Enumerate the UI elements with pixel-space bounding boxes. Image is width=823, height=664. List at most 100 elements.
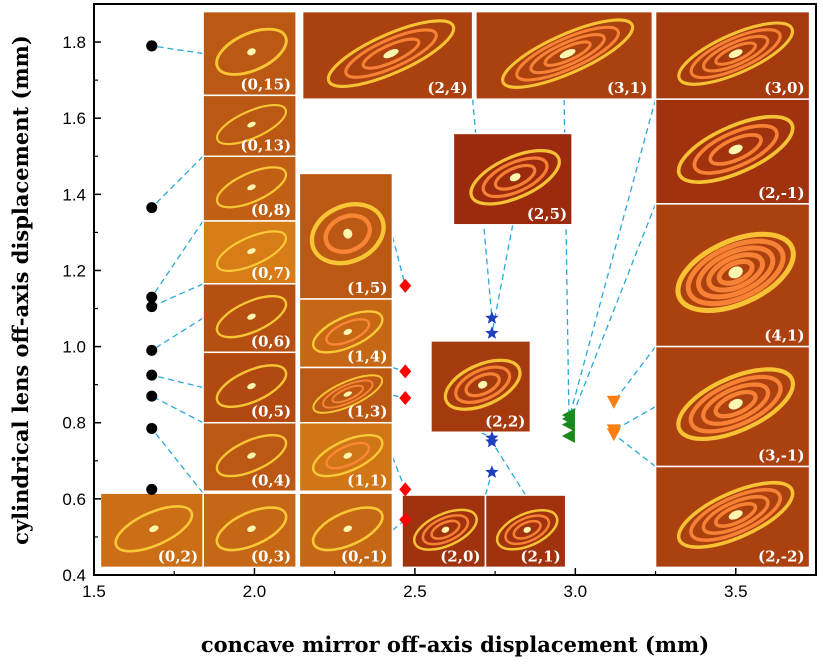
- mode-ring: [504, 514, 551, 546]
- circle-marker-0-1: [146, 202, 158, 214]
- mode-ring: [312, 433, 384, 478]
- mode-ring: [215, 166, 288, 209]
- circle-marker-0-8: [146, 483, 158, 495]
- circle-marker-0-6: [146, 390, 158, 402]
- mode-image-(2,5): (2,5): [452, 132, 573, 226]
- mode-ring: [716, 258, 755, 286]
- mode-label: (2,0): [440, 547, 480, 565]
- mode-ring: [676, 114, 795, 184]
- connector-line-18: [568, 203, 657, 425]
- mode-ring: [430, 519, 461, 540]
- y-tick-label-6: 1.6: [62, 109, 86, 128]
- connector-line-24: [491, 441, 527, 496]
- mode-ring: [344, 28, 438, 79]
- x-tick-label-0: 1.5: [82, 582, 106, 601]
- mode-ring: [688, 374, 783, 434]
- mode-core: [343, 525, 353, 533]
- triangle-left-marker-3-2: [561, 417, 575, 432]
- mode-ring: [454, 365, 512, 405]
- mode-image-(0,5): (0,5): [202, 351, 297, 424]
- mode-core: [247, 184, 256, 191]
- mode-ring: [689, 487, 783, 542]
- mode-ring: [323, 213, 372, 255]
- triangle-down-marker-4-2: [606, 428, 621, 442]
- mode-ring: [714, 41, 757, 66]
- mode-ring: [114, 505, 194, 553]
- mode-image-(0,3): (0,3): [202, 492, 297, 569]
- mode-core: [343, 228, 353, 239]
- connector-line-17: [491, 224, 514, 334]
- mode-image-(3,1): (3,1): [475, 10, 654, 100]
- x-tick-label-2: 2.5: [403, 582, 427, 601]
- mode-ring: [413, 508, 478, 551]
- mode-core: [441, 526, 450, 533]
- mode-ring: [543, 40, 592, 67]
- mode-ring: [215, 230, 288, 272]
- y-axis-title: cylindrical lens off-axis displacement (…: [8, 35, 33, 545]
- plot-area: (0,15) (0,13) (0,8) (0,7) (0,6) (0,5) (0,4) (0,…: [99, 10, 811, 569]
- connector-line-5: [151, 374, 204, 389]
- mode-core: [247, 48, 256, 56]
- mode-image-(2,4): (2,4): [301, 10, 474, 100]
- mode-core: [149, 525, 159, 533]
- mode-ring: [312, 310, 384, 354]
- mode-ring: [529, 33, 606, 75]
- mode-core: [523, 526, 531, 533]
- mode-image-(4,1): (4,1): [654, 203, 811, 348]
- mode-ring: [701, 34, 770, 73]
- mode-core: [559, 48, 576, 59]
- mode-ring: [515, 25, 621, 82]
- plot-frame: [93, 3, 817, 576]
- mode-label: (1,1): [347, 471, 387, 489]
- circle-marker-0-5: [146, 369, 158, 381]
- mode-core: [247, 121, 256, 128]
- star-marker-2-3: [485, 434, 499, 448]
- mode-core: [728, 398, 743, 410]
- mode-image-(2,0): (2,0): [401, 494, 487, 569]
- mode-label: (1,4): [347, 348, 387, 366]
- circle-marker-0-7: [146, 422, 158, 434]
- mode-label: (0,7): [251, 264, 291, 282]
- mode-image-(0,2): (0,2): [99, 492, 204, 569]
- connector-line-4: [151, 317, 204, 351]
- mode-label: (2,5): [527, 205, 567, 223]
- mode-ring: [676, 480, 795, 549]
- mode-core: [728, 49, 743, 59]
- mode-ring: [326, 19, 456, 88]
- mode-core: [728, 144, 743, 155]
- connector-line-23: [484, 472, 493, 496]
- y-tick-label-5: 1.4: [62, 185, 86, 204]
- mode-ring: [501, 18, 635, 89]
- x-tick-label-1: 2.0: [243, 582, 267, 601]
- mode-label: (0,5): [251, 403, 291, 421]
- star-marker-2-1: [485, 326, 499, 339]
- mode-image-(0,4): (0,4): [202, 421, 297, 493]
- mode-core: [383, 49, 399, 59]
- mode-label: (2,2): [485, 412, 525, 430]
- diamond-marker-1-1: [399, 364, 412, 379]
- mode-core: [247, 452, 256, 459]
- mode-label: (0,6): [251, 332, 291, 350]
- diamond-marker-1-0: [399, 278, 412, 293]
- mode-image-(2,-2): (2,-2): [654, 465, 811, 569]
- connector-line-22: [613, 433, 656, 468]
- triangle-down-marker-4-0: [606, 395, 621, 409]
- mode-image-(0,13): (0,13): [202, 94, 297, 158]
- mode-image-(1,5): (1,5): [298, 172, 394, 300]
- connector-line-9: [391, 236, 406, 286]
- mode-ring: [215, 295, 288, 339]
- mode-label: (0,4): [251, 471, 291, 489]
- mode-ring: [512, 519, 542, 540]
- mode-label: (0,-1): [341, 547, 388, 565]
- mode-image-(1,3): (1,3): [298, 366, 394, 424]
- connector-line-12: [391, 456, 406, 490]
- mode-ring: [701, 494, 770, 535]
- mode-ring: [464, 372, 501, 398]
- mode-ring: [312, 374, 384, 414]
- mode-ring: [714, 501, 758, 528]
- mode-label: (0,15): [240, 75, 291, 93]
- connector-line-0: [151, 45, 204, 55]
- mode-ring: [692, 123, 779, 175]
- diamond-marker-1-3: [399, 482, 412, 497]
